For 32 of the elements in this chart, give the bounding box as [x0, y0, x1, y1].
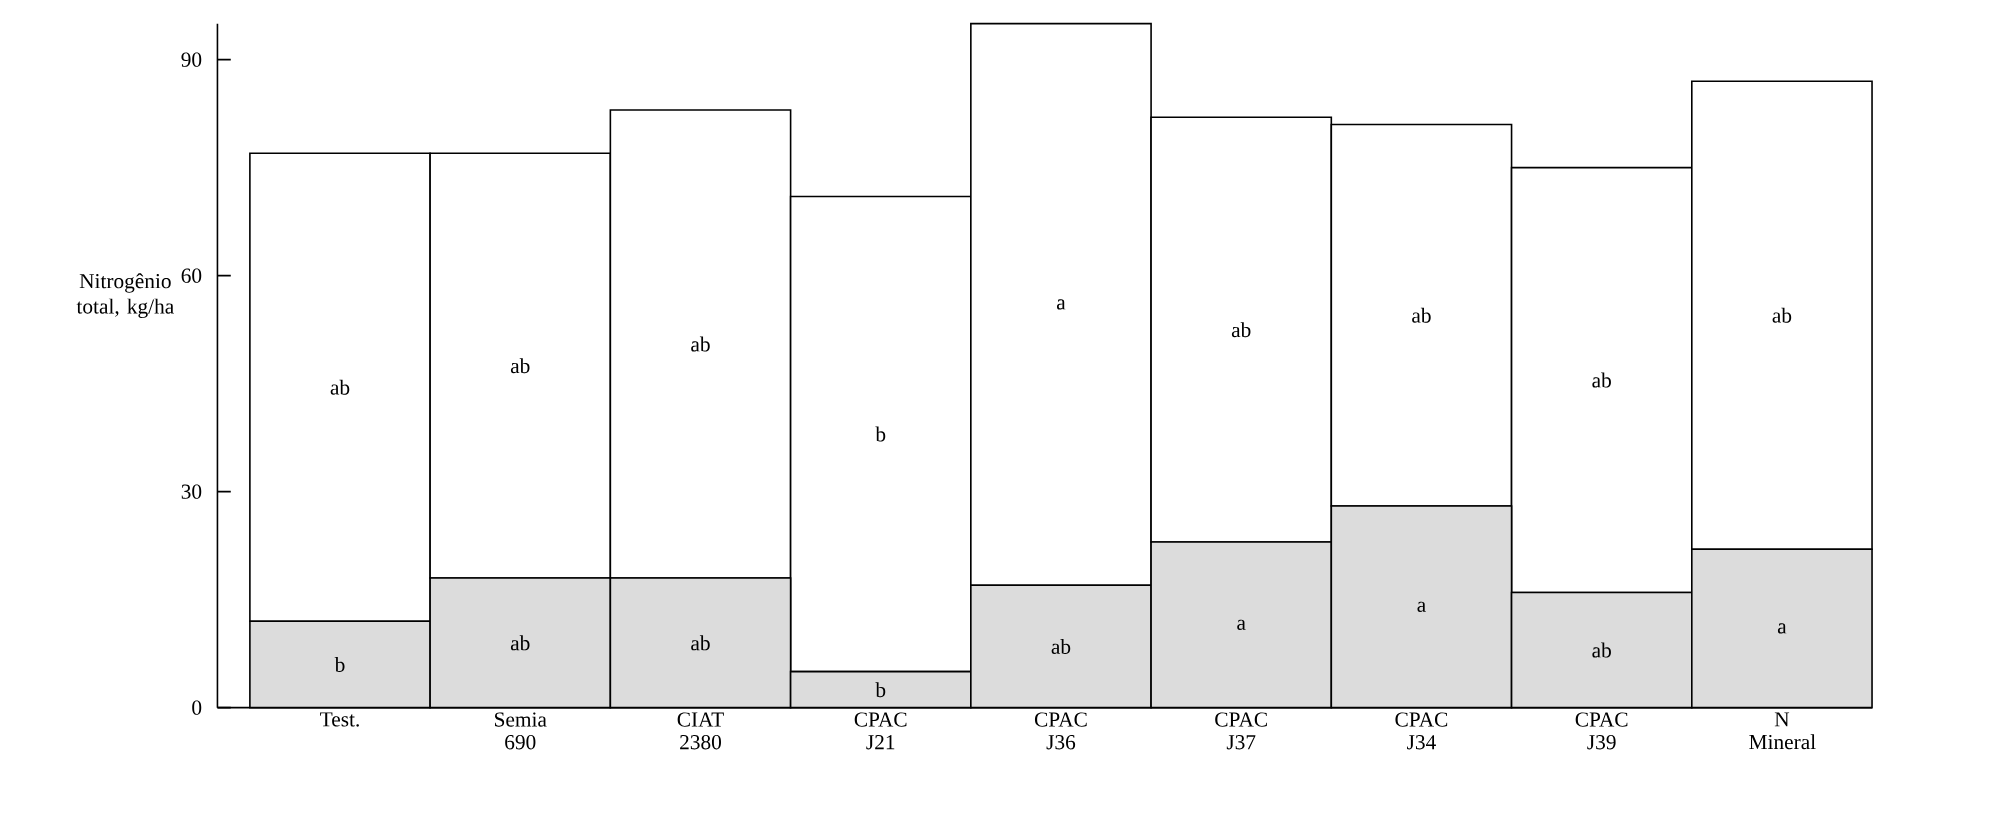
data-label: ab	[1231, 322, 1251, 338]
data-label: ab	[691, 336, 710, 352]
data-label: ab	[510, 358, 530, 374]
data-label: ab	[1412, 307, 1431, 323]
x-tick-label: CPAC J36	[1034, 712, 1087, 750]
data-label: ab	[691, 635, 710, 651]
y-tick-label: 30	[181, 484, 202, 499]
data-label: b	[875, 682, 886, 698]
data-label: ab	[1592, 642, 1611, 658]
data-label: a	[1237, 619, 1246, 630]
data-label: a	[1417, 601, 1426, 612]
data-label: ab	[1051, 638, 1071, 654]
data-label: ab	[510, 635, 530, 651]
data-label: ab	[1592, 372, 1611, 388]
x-tick-label: Test.	[320, 712, 359, 727]
y-tick-label: 90	[181, 52, 202, 67]
data-label: ab	[330, 379, 350, 395]
y-tick-label: 60	[181, 268, 202, 283]
x-tick-label: N Mineral	[1749, 712, 1816, 750]
data-label: ab	[1772, 307, 1792, 323]
x-tick-label: Semia 690	[495, 712, 547, 750]
data-label: b	[875, 426, 886, 442]
y-axis-title: Nitrogênio total, kg/ha	[76, 273, 174, 319]
x-tick-label: CPAC J21	[854, 712, 907, 750]
x-tick-label: CPAC J37	[1215, 712, 1267, 750]
data-label: b	[334, 656, 345, 672]
x-tick-label: CPAC J34	[1395, 712, 1448, 750]
data-label: a	[1777, 623, 1787, 634]
x-tick-label: CIAT 2380	[677, 712, 724, 750]
data-label: a	[1056, 299, 1066, 310]
x-tick-label: CPAC J39	[1575, 712, 1628, 750]
y-tick-label: 0	[192, 700, 202, 715]
